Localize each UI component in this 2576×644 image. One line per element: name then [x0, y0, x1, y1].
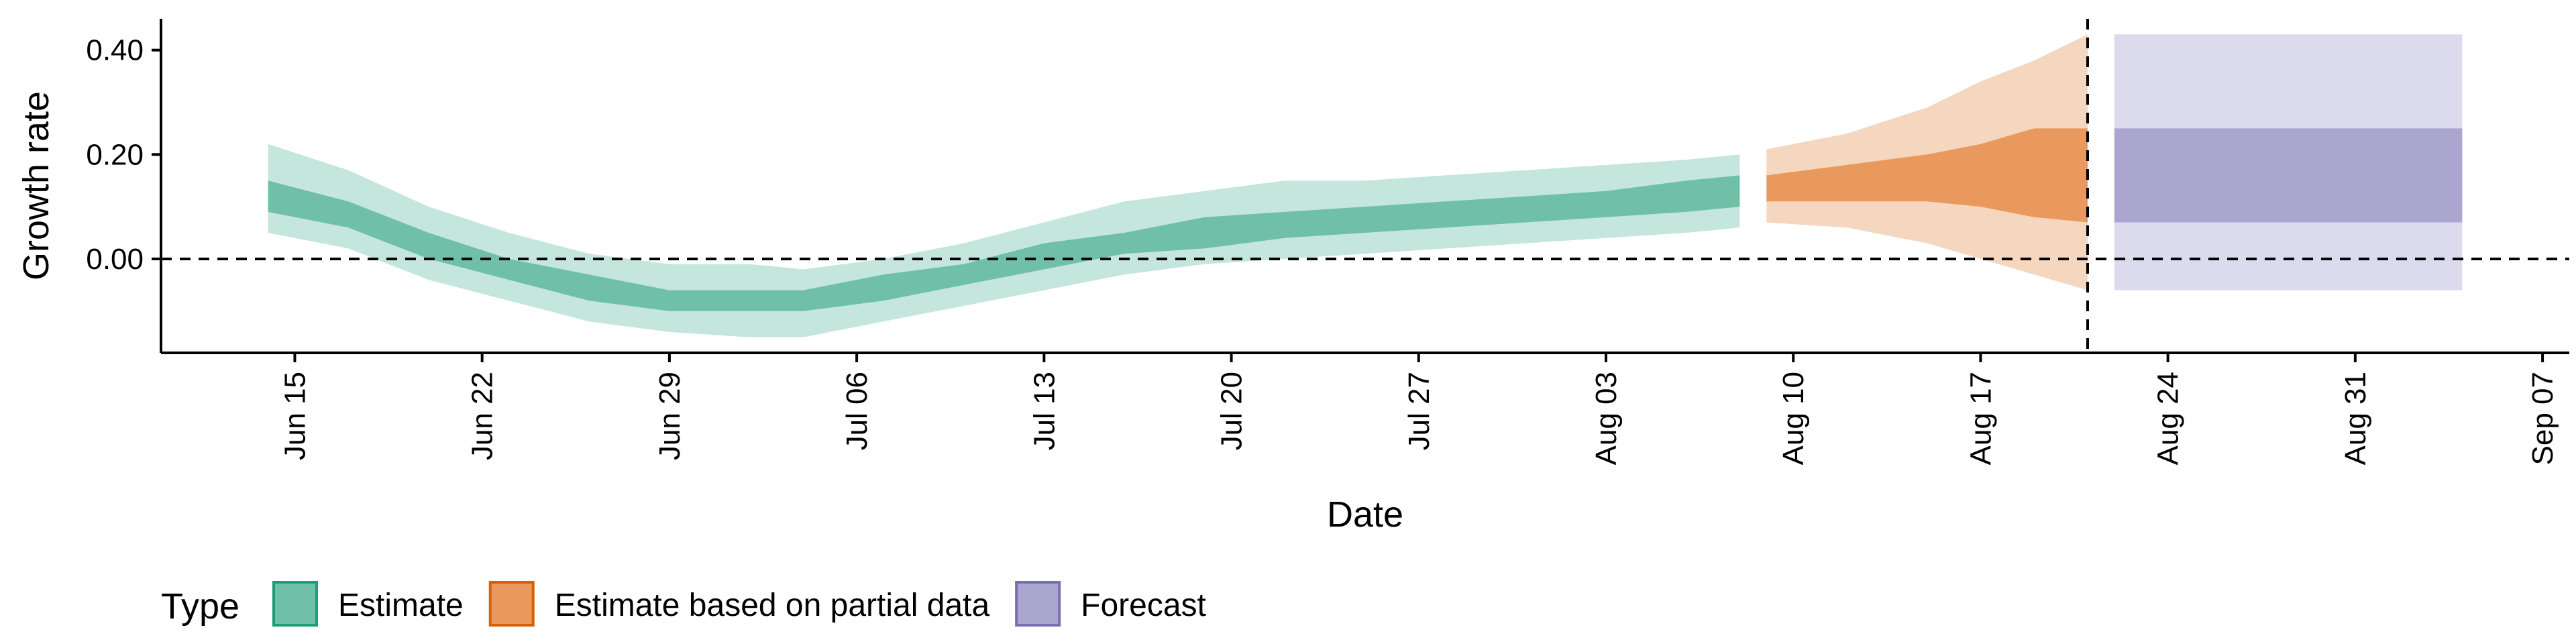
x-tick-label: Jun 15	[278, 372, 311, 460]
x-tick-label: Aug 31	[2339, 372, 2372, 465]
reference-lines	[161, 19, 2569, 353]
legend-entry-2: Forecast	[1015, 581, 1206, 627]
x-tick-label: Aug 24	[2152, 372, 2185, 465]
y-tick-label: 0.40	[86, 34, 144, 67]
band-50-2	[2114, 128, 2463, 223]
legend-label: Forecast	[1081, 588, 1206, 623]
band-50-0	[268, 175, 1740, 311]
legend-swatch	[1015, 581, 1061, 627]
bands-layer	[268, 34, 2463, 337]
x-tick-label: Aug 17	[1964, 372, 1997, 465]
x-tick-label: Jul 27	[1403, 372, 1436, 450]
y-tick-label: 0.20	[86, 138, 144, 171]
band-50-1	[1766, 128, 2088, 223]
x-tick-label: Jul 20	[1216, 372, 1248, 450]
x-tick-label: Sep 07	[2526, 372, 2559, 465]
legend-swatch	[272, 581, 318, 627]
legend-entry-1: Estimate based on partial data	[488, 581, 990, 627]
band-90-0	[268, 144, 1740, 337]
y-ticks: 0.00 0.20 0.40	[86, 34, 161, 276]
legend-title: Type	[161, 586, 239, 627]
legend-label: Estimate based on partial data	[555, 588, 990, 623]
y-axis-title: Growth rate	[16, 91, 56, 280]
x-tick-label: Aug 03	[1590, 372, 1623, 465]
x-tick-label: Aug 10	[1777, 372, 1810, 465]
legend-entries: Estimate Estimate based on partial data Fo…	[272, 581, 1206, 627]
legend-swatch	[488, 581, 535, 627]
x-ticks: Jun 15 Jun 22 Jun 29 Jul 06 Jul 13 Jul 20 Jul …	[278, 353, 2559, 465]
x-tick-label: Jul 06	[841, 372, 873, 450]
x-tick-label: Jun 22	[466, 372, 499, 460]
y-tick-label: 0.00	[86, 243, 144, 276]
x-axis-title: Date	[1327, 494, 1403, 535]
axes: 0.00 0.20 0.40 Jun 15 Jun 22 Jun 29 Jul 06 Jul…	[86, 19, 2569, 465]
legend-label: Estimate	[338, 588, 464, 623]
x-tick-label: Jul 13	[1028, 372, 1061, 450]
x-tick-label: Jun 29	[653, 372, 686, 460]
legend-entry-0: Estimate	[272, 581, 464, 627]
legend: Type Estimate Estimate based on partial d…	[161, 581, 1206, 627]
